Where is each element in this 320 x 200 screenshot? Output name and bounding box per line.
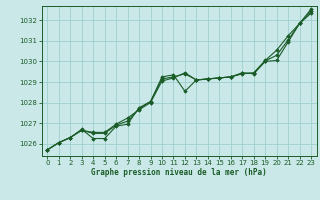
X-axis label: Graphe pression niveau de la mer (hPa): Graphe pression niveau de la mer (hPa)	[91, 168, 267, 177]
